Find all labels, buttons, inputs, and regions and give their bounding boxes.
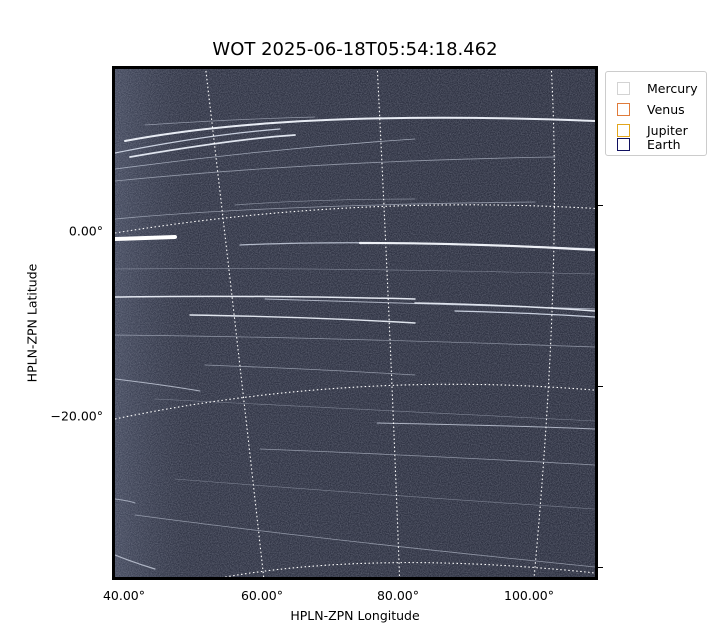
image-noise bbox=[115, 69, 595, 577]
legend-swatch bbox=[617, 137, 630, 151]
figure-title: WOT 2025-06-18T05:54:18.462 bbox=[212, 39, 498, 60]
x-tick-label: 100.00° bbox=[504, 588, 554, 603]
x-tick-label: 40.00° bbox=[102, 588, 146, 603]
plot-area bbox=[112, 66, 598, 580]
right-tick bbox=[598, 567, 603, 568]
right-tick bbox=[598, 386, 603, 387]
x-tick-label: 80.00° bbox=[376, 588, 420, 603]
legend-label: Jupiter bbox=[647, 122, 688, 138]
right-tick bbox=[598, 205, 603, 206]
legend: Mercury Venus Jupiter Earth bbox=[605, 71, 707, 156]
legend-label: Earth bbox=[647, 136, 681, 152]
y-tick-label: 0.00° bbox=[68, 223, 103, 239]
legend-item-mercury: Mercury bbox=[617, 80, 698, 96]
y-axis-label: HPLN-ZPN Latitude bbox=[24, 263, 40, 383]
x-axis-label: HPLN-ZPN Longitude bbox=[290, 608, 420, 623]
star-trails bbox=[115, 116, 595, 570]
y-tick-label: −20.00° bbox=[50, 408, 103, 424]
legend-item-venus: Venus bbox=[617, 101, 685, 117]
x-tick-label: 60.00° bbox=[240, 588, 284, 603]
legend-label: Venus bbox=[647, 101, 685, 117]
legend-swatch bbox=[617, 81, 630, 95]
coordinate-grid bbox=[115, 69, 595, 577]
legend-item-earth: Earth bbox=[617, 136, 681, 152]
legend-item-jupiter: Jupiter bbox=[617, 122, 688, 138]
legend-swatch bbox=[617, 123, 630, 137]
wide-field-image bbox=[115, 69, 595, 577]
legend-label: Mercury bbox=[647, 80, 698, 96]
legend-swatch bbox=[617, 102, 630, 116]
